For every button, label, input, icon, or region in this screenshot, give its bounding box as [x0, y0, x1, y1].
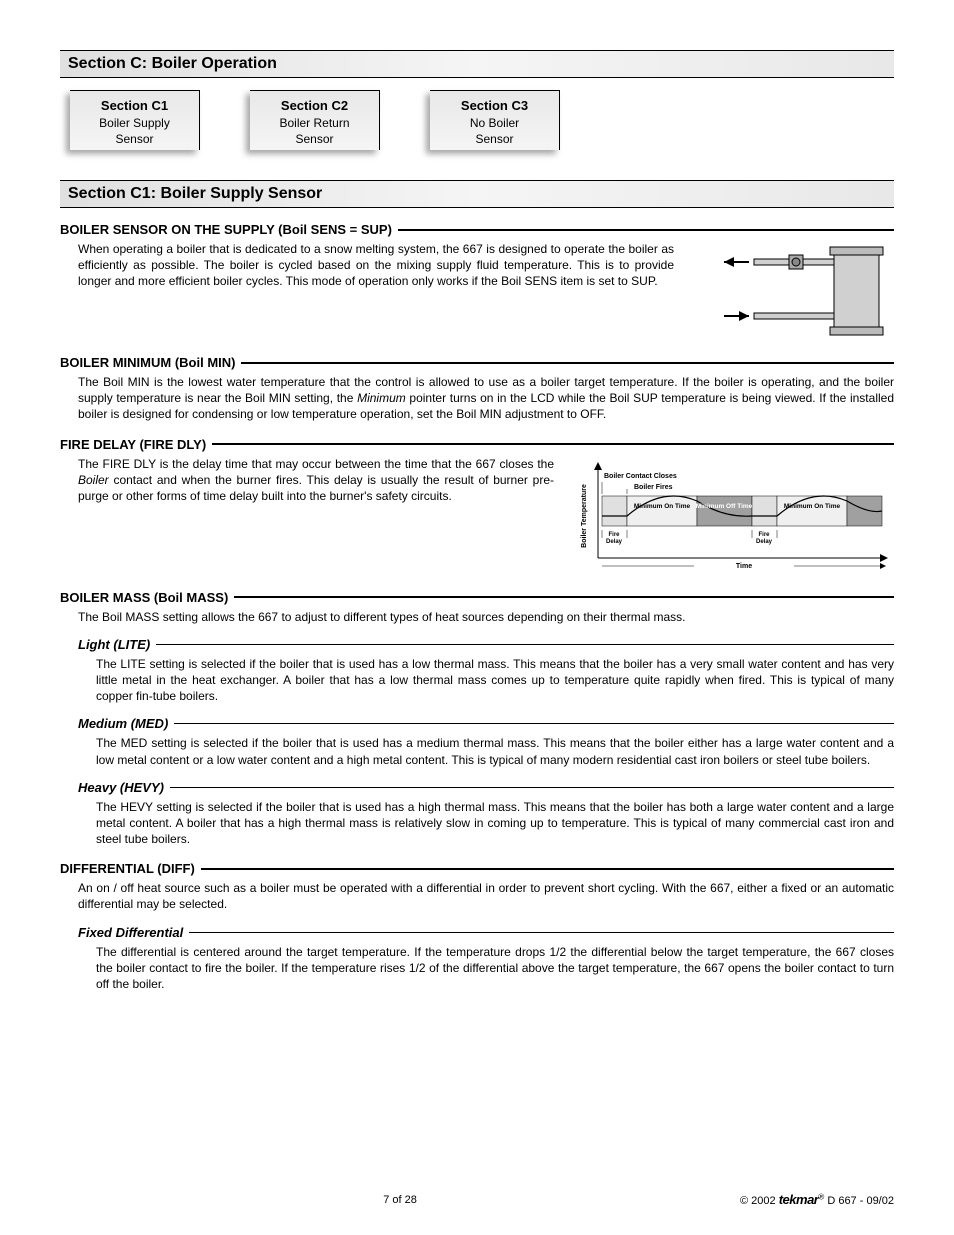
section-tabs-row: Section C1 Boiler Supply Sensor Section …	[70, 90, 894, 150]
boilmin-heading: BOILER MINIMUM (Boil MIN)	[60, 355, 235, 370]
tab-c1-line2: Sensor	[74, 131, 195, 147]
rule-icon	[201, 868, 894, 870]
hevy-heading: Heavy (HEVY)	[78, 780, 164, 795]
svg-text:Boiler Fires: Boiler Fires	[634, 484, 673, 491]
tab-c2-title: Section C2	[254, 97, 375, 115]
rule-icon	[398, 229, 894, 231]
svg-text:Time: Time	[736, 563, 752, 570]
rule-icon	[212, 443, 894, 445]
lite-heading: Light (LITE)	[78, 637, 150, 652]
svg-text:Boiler Contact Closes: Boiler Contact Closes	[604, 473, 677, 480]
supply-body: When operating a boiler that is dedicate…	[78, 241, 674, 290]
boilmin-body: The Boil MIN is the lowest water tempera…	[78, 374, 894, 423]
rule-thin-icon	[174, 723, 894, 724]
diff-heading-row: DIFFERENTIAL (DIFF)	[60, 861, 894, 876]
footer-right: © 2002 tekmar® D 667 - 09/02	[740, 1192, 894, 1207]
boiler-diagram-icon	[694, 241, 894, 341]
supply-heading-row: BOILER SENSOR ON THE SUPPLY (Boil SENS =…	[60, 222, 894, 237]
med-heading-row: Medium (MED)	[78, 716, 894, 731]
svg-text:Minimum On Time: Minimum On Time	[784, 503, 841, 510]
mass-body: The Boil MASS setting allows the 667 to …	[78, 609, 894, 625]
rule-thin-icon	[170, 787, 894, 788]
tab-c3-line1: No Boiler	[434, 115, 555, 131]
page-footer: 7 of 28 © 2002 tekmar® D 667 - 09/02	[60, 1192, 894, 1207]
tab-c1-line1: Boiler Supply	[74, 115, 195, 131]
section-c-header: Section C: Boiler Operation	[60, 50, 894, 78]
firedly-heading: FIRE DELAY (FIRE DLY)	[60, 437, 206, 452]
fire-delay-chart: Boiler Temperature Time Boiler Contact C…	[574, 456, 894, 576]
diff-heading: DIFFERENTIAL (DIFF)	[60, 861, 195, 876]
svg-text:FireDelay: FireDelay	[756, 532, 773, 545]
firedly-body: The FIRE DLY is the delay time that may …	[78, 456, 554, 505]
tab-c1-title: Section C1	[74, 97, 195, 115]
rule-icon	[241, 362, 894, 364]
section-c1-header: Section C1: Boiler Supply Sensor	[60, 180, 894, 208]
tab-c3: Section C3 No Boiler Sensor	[430, 90, 560, 150]
tab-c3-line2: Sensor	[434, 131, 555, 147]
med-body: The MED setting is selected if the boile…	[96, 735, 894, 767]
mass-heading: BOILER MASS (Boil MASS)	[60, 590, 228, 605]
svg-text:FireDelay: FireDelay	[606, 532, 623, 545]
svg-text:Minimum On Time: Minimum On Time	[634, 503, 691, 510]
lite-body: The LITE setting is selected if the boil…	[96, 656, 894, 705]
boilmin-heading-row: BOILER MINIMUM (Boil MIN)	[60, 355, 894, 370]
rule-thin-icon	[189, 932, 894, 933]
firedly-heading-row: FIRE DELAY (FIRE DLY)	[60, 437, 894, 452]
tab-c2-line2: Sensor	[254, 131, 375, 147]
rule-thin-icon	[156, 644, 894, 645]
tab-c2-line1: Boiler Return	[254, 115, 375, 131]
hevy-body: The HEVY setting is selected if the boil…	[96, 799, 894, 848]
mass-heading-row: BOILER MASS (Boil MASS)	[60, 590, 894, 605]
tab-c3-title: Section C3	[434, 97, 555, 115]
fixed-heading: Fixed Differential	[78, 925, 183, 940]
diff-body: An on / off heat source such as a boiler…	[78, 880, 894, 912]
fixed-heading-row: Fixed Differential	[78, 925, 894, 940]
svg-text:Minimum Off Time: Minimum Off Time	[696, 503, 753, 510]
svg-text:Boiler Temperature: Boiler Temperature	[581, 484, 588, 548]
page-number: 7 of 28	[383, 1194, 417, 1206]
tab-c2: Section C2 Boiler Return Sensor	[250, 90, 380, 150]
med-heading: Medium (MED)	[78, 716, 168, 731]
brand-logo: tekmar	[779, 1192, 819, 1207]
rule-icon	[234, 596, 894, 598]
fixed-body: The differential is centered around the …	[96, 944, 894, 993]
lite-heading-row: Light (LITE)	[78, 637, 894, 652]
supply-heading: BOILER SENSOR ON THE SUPPLY (Boil SENS =…	[60, 222, 392, 237]
hevy-heading-row: Heavy (HEVY)	[78, 780, 894, 795]
tab-c1: Section C1 Boiler Supply Sensor	[70, 90, 200, 150]
